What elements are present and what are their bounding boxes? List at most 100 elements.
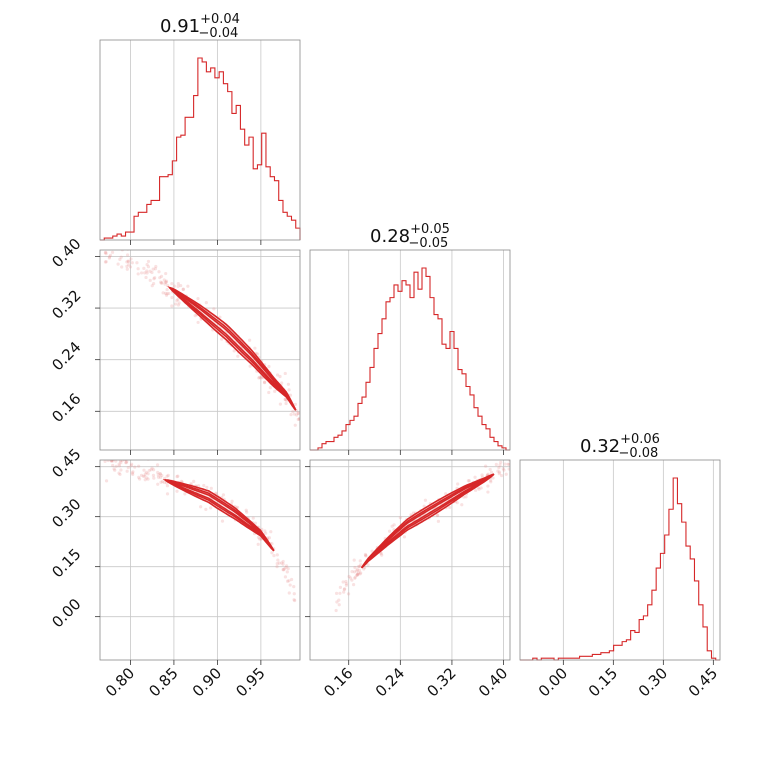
sample-point: [456, 482, 460, 486]
sample-point: [444, 492, 448, 496]
sample-point: [504, 472, 508, 476]
sample-point: [175, 475, 179, 479]
sample-point: [270, 542, 274, 546]
sample-point: [291, 409, 295, 414]
sample-point: [117, 471, 121, 475]
sample-point: [111, 460, 115, 463]
sample-point: [120, 451, 123, 454]
sample-point: [244, 508, 248, 512]
y-tick-label: 0.16: [48, 390, 84, 426]
sample-point: [283, 398, 287, 402]
sample-point: [278, 374, 282, 379]
sample-point: [167, 291, 171, 296]
panel-background: [100, 250, 300, 450]
sample-point: [500, 473, 504, 478]
sample-point: [334, 591, 339, 595]
sample-point: [145, 271, 149, 275]
sample-point: [176, 281, 180, 286]
sample-point: [150, 270, 154, 275]
sample-point: [145, 263, 149, 267]
sample-point: [353, 575, 357, 579]
sample-point: [338, 591, 342, 595]
sample-point: [106, 456, 109, 459]
title-value: 0.91: [160, 16, 200, 37]
sample-point: [477, 487, 481, 491]
sample-point: [338, 585, 342, 589]
histogram-step: [310, 267, 510, 451]
sample-point: [245, 510, 249, 514]
sample-point: [104, 260, 108, 264]
sample-point: [164, 293, 169, 297]
sample-point: [355, 573, 359, 577]
sample-point: [497, 472, 501, 476]
x-tick-label: 0.30: [635, 664, 671, 700]
sample-point: [488, 467, 492, 472]
sample-point: [176, 474, 180, 478]
sample-point: [343, 587, 347, 591]
sample-point: [160, 473, 164, 478]
x-tick-label: 0.00: [535, 664, 571, 700]
sample-point: [359, 571, 363, 575]
sample-point: [130, 462, 134, 466]
sample-point: [103, 460, 107, 463]
sample-point: [267, 390, 271, 395]
sample-point: [491, 476, 495, 480]
sample-point: [119, 460, 123, 465]
sample-point: [292, 592, 296, 596]
panel-background: [520, 460, 720, 660]
sample-point: [129, 257, 133, 261]
sample-point: [364, 553, 368, 557]
sample-point: [358, 572, 362, 576]
sample-point: [165, 474, 169, 478]
x-tick-label: 0.90: [189, 664, 225, 700]
sample-point: [289, 577, 294, 582]
sample-point: [109, 246, 112, 249]
sample-point: [147, 468, 151, 473]
sample-point: [287, 579, 291, 583]
sample-point: [139, 456, 142, 459]
sample-point: [248, 338, 252, 342]
title-value: 0.32: [580, 436, 620, 457]
sample-point: [297, 416, 300, 421]
sample-point: [277, 561, 281, 565]
sample-point: [143, 474, 147, 478]
sample-point: [163, 282, 167, 286]
title-value: 0.28: [370, 226, 410, 247]
sample-point: [256, 535, 261, 539]
sample-point: [170, 304, 174, 308]
sample-point: [281, 568, 285, 572]
sample-point: [165, 292, 169, 296]
sample-point: [205, 485, 209, 489]
sample-point: [230, 499, 234, 503]
sample-point: [174, 302, 178, 306]
sample-point: [269, 530, 273, 534]
sample-point: [158, 475, 163, 479]
sample-point: [275, 373, 280, 377]
sample-point: [156, 482, 160, 486]
contour-inner: [169, 286, 297, 411]
sample-point: [115, 245, 118, 248]
sample-point: [156, 473, 160, 477]
sample-point: [181, 287, 185, 291]
sample-point: [143, 472, 147, 476]
sample-point: [494, 462, 498, 467]
sample-point: [146, 265, 151, 269]
sample-point: [253, 346, 257, 350]
sample-point: [139, 271, 144, 275]
sample-point: [363, 552, 368, 557]
x-tick-label: 0.15: [585, 664, 621, 700]
sample-point: [462, 495, 466, 499]
sample-point: [379, 551, 383, 556]
sample-point: [113, 468, 117, 472]
panel-background: [310, 460, 510, 660]
sample-point: [125, 253, 130, 257]
sample-point: [125, 460, 129, 464]
sample-point: [286, 382, 291, 386]
sample-point: [285, 579, 290, 583]
sample-point: [104, 250, 108, 254]
sample-point: [125, 267, 129, 271]
sample-point: [473, 475, 477, 479]
sample-point: [293, 423, 297, 427]
sample-point: [193, 313, 197, 318]
sample-point: [117, 464, 122, 468]
